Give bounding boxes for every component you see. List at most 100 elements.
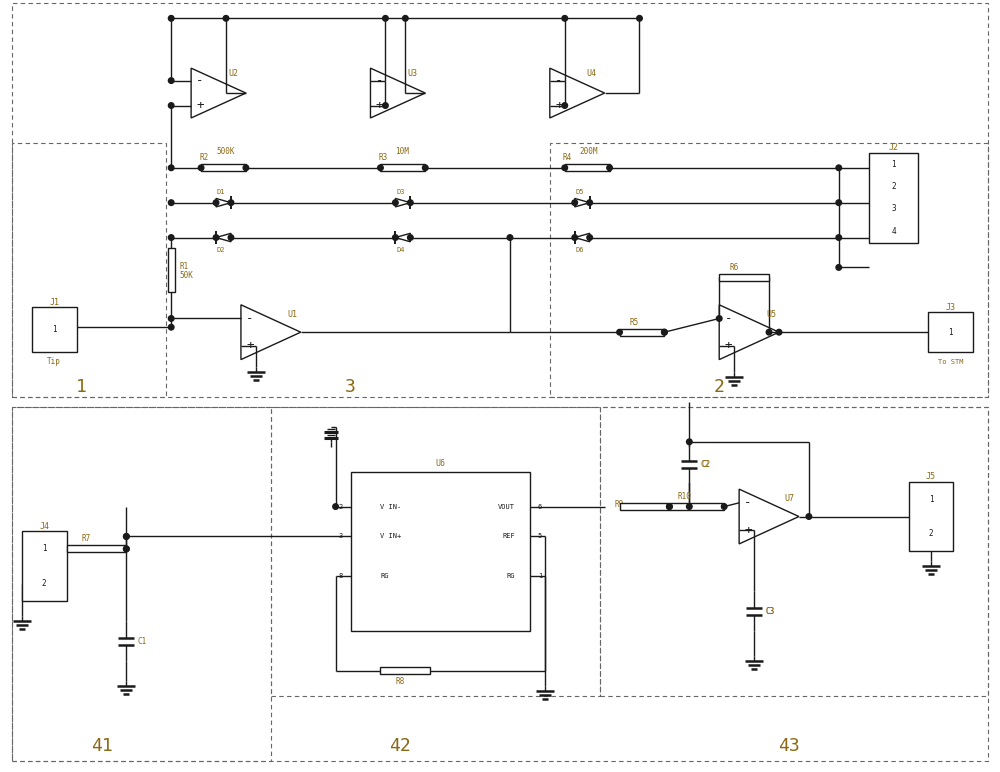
Bar [12,3,988,397]
Text: 1: 1 [52,325,56,334]
Circle shape [617,330,622,335]
Circle shape [716,316,722,321]
Circle shape [662,330,667,335]
Text: -: - [376,74,383,87]
Text: 2: 2 [891,182,896,191]
Circle shape [124,533,129,540]
Circle shape [667,504,672,510]
Circle shape [776,330,782,335]
Text: +: + [724,340,732,352]
Circle shape [403,15,408,21]
Circle shape [836,200,842,205]
Circle shape [836,235,842,240]
Bar [620,329,664,336]
Circle shape [836,165,842,171]
Text: R8: R8 [396,678,405,686]
Circle shape [562,103,568,108]
Text: R1: R1 [179,262,188,272]
Circle shape [667,504,672,510]
Circle shape [383,15,388,21]
Polygon shape [216,233,231,242]
Text: 4: 4 [891,227,896,235]
Bar [869,153,918,242]
Text: R5: R5 [630,318,639,327]
Text: J2: J2 [889,144,899,152]
Text: 2: 2 [338,503,343,510]
Text: U7: U7 [784,494,794,503]
Circle shape [228,200,234,205]
Text: +: + [555,99,563,112]
Text: +: + [196,99,204,112]
Circle shape [223,15,229,21]
Bar [600,407,988,696]
Circle shape [124,546,129,552]
Circle shape [124,546,129,552]
Bar [201,164,246,171]
Circle shape [587,235,592,240]
Text: J3: J3 [946,303,956,312]
Text: -: - [246,312,254,325]
Text: To STM: To STM [938,359,964,365]
Circle shape [124,533,129,540]
Circle shape [228,235,234,240]
Polygon shape [216,198,231,207]
Text: REF: REF [502,533,515,540]
Circle shape [806,513,812,520]
Text: D3: D3 [396,188,405,195]
Bar [271,407,600,696]
Text: R7: R7 [82,534,91,543]
Bar [67,546,126,553]
Text: 50K: 50K [179,272,193,280]
Circle shape [422,165,428,171]
Circle shape [213,200,219,205]
Text: U1: U1 [288,310,298,319]
Text: D4: D4 [396,248,405,253]
Text: C3: C3 [765,607,774,616]
Text: +: + [744,523,752,537]
Polygon shape [575,198,590,207]
Text: U4: U4 [587,69,597,78]
Text: D2: D2 [217,248,225,253]
Circle shape [333,504,338,510]
Circle shape [572,235,578,240]
Circle shape [587,200,592,205]
Text: C2: C2 [701,459,711,469]
Text: 3: 3 [345,378,356,396]
Circle shape [836,265,842,270]
Text: 200M: 200M [580,147,598,157]
Circle shape [562,165,568,171]
Text: U2: U2 [228,69,238,78]
Text: 42: 42 [389,736,411,755]
Text: 8: 8 [338,574,343,579]
Circle shape [168,78,174,83]
Circle shape [687,504,692,510]
Circle shape [687,439,692,445]
Text: 41: 41 [91,736,112,755]
Text: 1: 1 [538,574,542,579]
Text: C2: C2 [700,459,710,469]
Bar [12,407,988,760]
Text: +: + [376,99,383,112]
Text: RG: RG [506,574,515,579]
Bar [168,248,175,293]
Text: D6: D6 [575,248,584,253]
Text: -: - [744,496,752,510]
Text: J4: J4 [39,522,49,531]
Circle shape [393,235,398,240]
Polygon shape [575,233,590,242]
Text: VOUT: VOUT [498,503,515,510]
Text: R2: R2 [199,154,208,162]
Bar [380,164,425,171]
Text: U3: U3 [407,69,417,78]
Text: -: - [196,74,204,87]
Polygon shape [395,233,410,242]
Text: 2: 2 [714,378,725,396]
Text: R4: R4 [563,154,572,162]
Text: U5: U5 [766,310,776,319]
Bar [380,668,430,675]
Circle shape [393,200,398,205]
Circle shape [378,165,383,171]
Text: 3: 3 [891,205,896,213]
Text: 2: 2 [42,579,46,588]
Bar [12,407,271,760]
